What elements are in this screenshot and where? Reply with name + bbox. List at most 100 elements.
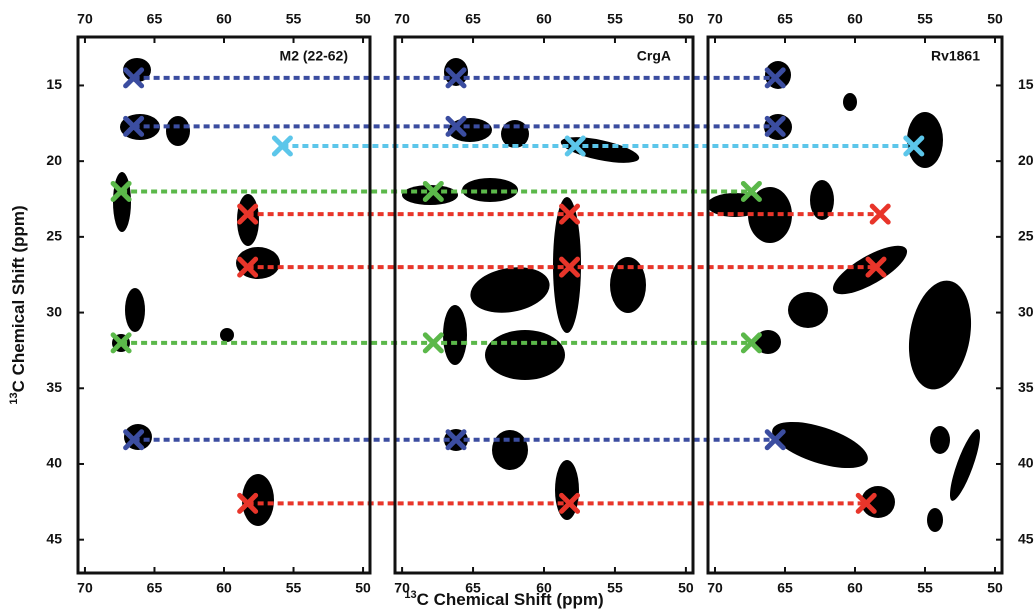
x-tick-label: 65: [147, 11, 163, 27]
peak-marker: [445, 115, 467, 137]
contour: [470, 267, 550, 313]
x-tick-label: 70: [77, 11, 93, 27]
x-tick-label: 60: [536, 580, 552, 596]
contour: [113, 172, 131, 232]
contour: [907, 112, 943, 168]
y-tick-label: 15: [1018, 76, 1034, 92]
x-tick-label: 55: [286, 11, 302, 27]
contour: [788, 292, 828, 328]
peak-marker: [764, 429, 786, 451]
x-axis-label: 13C Chemical Shift (ppm): [404, 589, 603, 610]
peak-marker: [764, 115, 786, 137]
x-tick-label: 60: [847, 580, 863, 596]
y-tick-label: 30: [1018, 303, 1034, 319]
y-tick-label: 35: [1018, 379, 1034, 395]
x-tick-label: 50: [987, 580, 1003, 596]
x-tick-label: 65: [777, 580, 793, 596]
x-tick-label: 70: [707, 11, 723, 27]
peak-marker: [110, 180, 132, 202]
contour: [462, 178, 518, 202]
x-tick-label: 55: [917, 580, 933, 596]
panel-title: CrgA: [637, 48, 671, 64]
y-tick-label: 25: [46, 228, 62, 244]
contour: [610, 257, 646, 313]
peak-marker: [740, 180, 762, 202]
contour: [772, 421, 868, 469]
contour: [242, 474, 274, 526]
peak-marker: [123, 67, 145, 89]
contour: [843, 93, 857, 111]
peak-marker: [564, 135, 586, 157]
x-tick-label: 65: [465, 580, 481, 596]
y-tick-label: 30: [46, 303, 62, 319]
contour: [443, 305, 467, 365]
panel-frame: [393, 35, 695, 575]
contour: [930, 426, 950, 454]
contour: [485, 330, 565, 380]
contour: [166, 116, 190, 146]
contour: [220, 328, 234, 342]
peak-marker: [855, 492, 877, 514]
x-tick-label: 60: [216, 580, 232, 596]
y-tick-label: 20: [1018, 152, 1034, 168]
peak-marker: [123, 115, 145, 137]
contour: [125, 288, 145, 332]
x-tick-label: 60: [216, 11, 232, 27]
peak-marker: [559, 203, 581, 225]
y-axis-label-sup: 13: [8, 392, 20, 404]
x-tick-label: 65: [465, 11, 481, 27]
peak-marker: [110, 332, 132, 354]
contour: [927, 508, 943, 532]
y-axis-label-text: C Chemical Shift (ppm): [9, 205, 28, 392]
contours: [112, 58, 981, 532]
x-tick-label: 70: [77, 580, 93, 596]
y-tick-label: 45: [1018, 530, 1034, 546]
x-tick-label: 50: [355, 11, 371, 27]
peak-marker: [869, 203, 891, 225]
peak-marker: [237, 492, 259, 514]
peak-marker: [123, 429, 145, 451]
y-tick-label: 20: [46, 152, 62, 168]
peak-marker: [445, 67, 467, 89]
panel-frame: [76, 35, 372, 575]
peak-marker: [237, 256, 259, 278]
x-tick-label: 70: [394, 11, 410, 27]
x-tick-label: 65: [777, 11, 793, 27]
x-tick-label: 55: [607, 580, 623, 596]
contour: [810, 180, 834, 220]
contour: [908, 280, 972, 390]
x-axis-label-sup: 13: [404, 589, 416, 601]
panel-title: Rv1861: [931, 48, 980, 64]
y-tick-label: 40: [46, 455, 62, 471]
x-tick-label: 55: [286, 580, 302, 596]
contour: [492, 430, 528, 470]
x-tick-label: 60: [536, 11, 552, 27]
x-tick-label: 50: [355, 580, 371, 596]
peak-marker: [422, 332, 444, 354]
x-tick-label: 60: [847, 11, 863, 27]
peak-marker: [903, 135, 925, 157]
x-tick-label: 70: [707, 580, 723, 596]
x-axis-label-text: C Chemical Shift (ppm): [417, 590, 604, 609]
contour: [444, 58, 468, 86]
y-axis-label: 13C Chemical Shift (ppm): [8, 205, 29, 404]
y-tick-label: 25: [1018, 228, 1034, 244]
peak-marker: [237, 203, 259, 225]
x-tick-label: 50: [678, 11, 694, 27]
contour: [501, 120, 529, 148]
y-tick-label: 45: [46, 530, 62, 546]
contour: [949, 429, 981, 501]
peak-marker: [445, 429, 467, 451]
panel-title: M2 (22-62): [280, 48, 348, 64]
x-tick-label: 55: [917, 11, 933, 27]
y-tick-label: 35: [46, 379, 62, 395]
y-tick-label: 40: [1018, 455, 1034, 471]
x-tick-label: 50: [678, 580, 694, 596]
peak-marker: [559, 256, 581, 278]
y-tick-label: 15: [46, 76, 62, 92]
peak-marker: [271, 135, 293, 157]
x-tick-label: 65: [147, 580, 163, 596]
peak-marker: [559, 492, 581, 514]
peak-marker: [764, 67, 786, 89]
x-tick-label: 50: [987, 11, 1003, 27]
